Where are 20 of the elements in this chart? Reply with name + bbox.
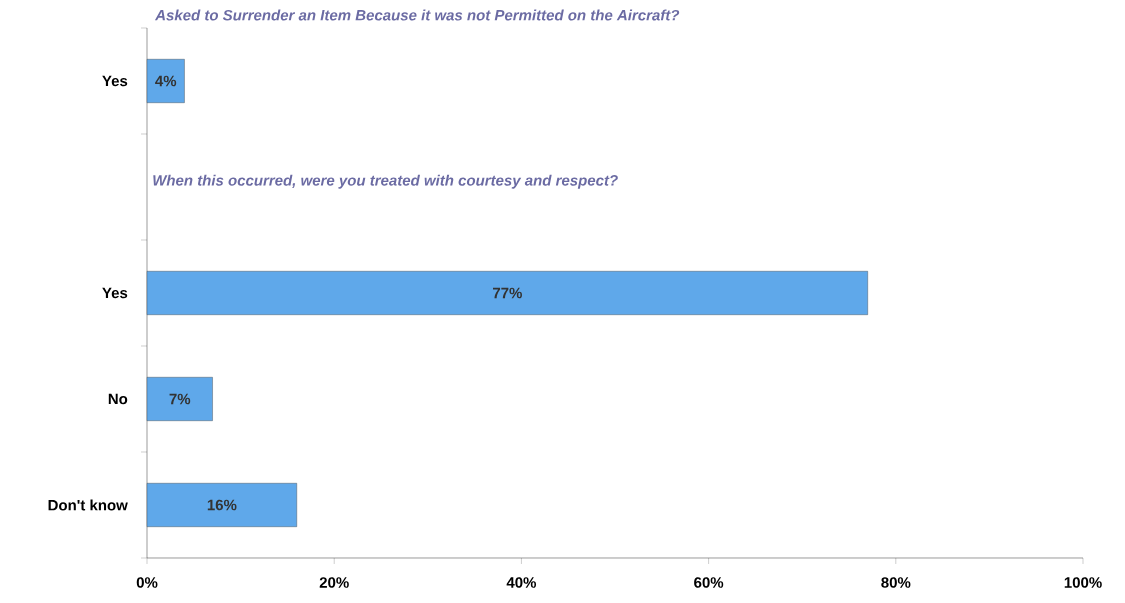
x-tick-label: 100% — [1064, 577, 1102, 588]
x-tick-label: 60% — [694, 577, 724, 588]
x-tick-label: 40% — [506, 577, 537, 588]
bar — [146, 59, 185, 103]
data-label: 4% — [155, 75, 177, 87]
bar — [146, 483, 297, 527]
y-tick-label: Yes — [102, 75, 128, 87]
data-label: 77% — [493, 287, 522, 299]
x-tick-label: 20% — [319, 577, 349, 588]
y-tick-label: Don't know — [48, 499, 128, 511]
bar — [146, 271, 868, 315]
data-label: 7% — [169, 393, 191, 405]
bar — [146, 377, 213, 421]
y-tick-label: No — [108, 393, 128, 405]
chart-title: Asked to Surrender an Item Because it was not Permitted on the Aircraft? — [154, 9, 680, 21]
y-tick-label: Yes — [102, 287, 128, 299]
x-tick-label: 0% — [136, 577, 158, 588]
x-tick-label: 80% — [881, 577, 911, 588]
annotation: When this occurred, were you treated with courtesy and respect? — [153, 174, 618, 189]
data-label: 16% — [207, 499, 237, 511]
